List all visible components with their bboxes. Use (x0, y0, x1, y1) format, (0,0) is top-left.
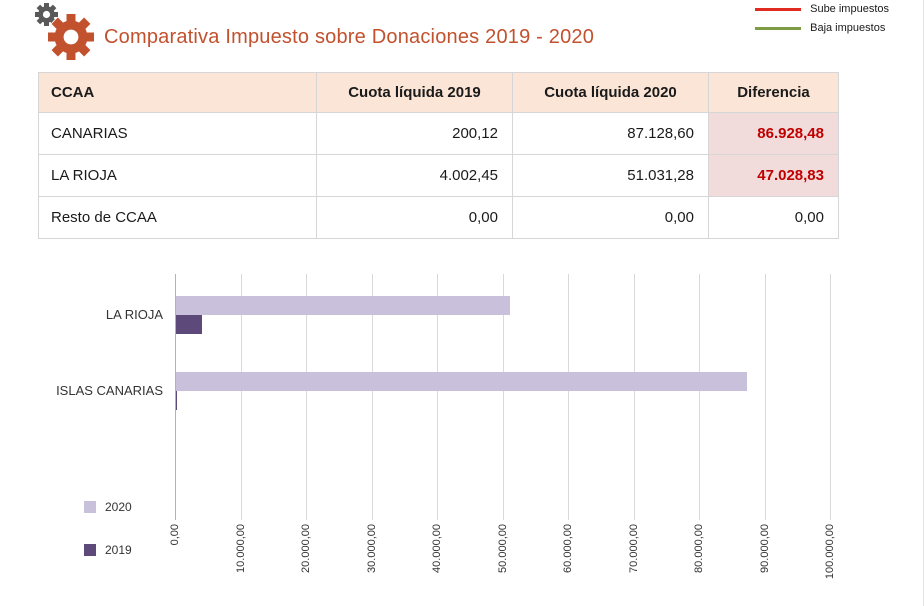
gridline (830, 274, 831, 520)
legend-label: Sube impuestos (810, 3, 889, 15)
gridline (241, 274, 242, 520)
plot-area (175, 274, 831, 520)
y-axis-line (175, 274, 176, 520)
legend-item-baja: Baja impuestos (755, 22, 889, 34)
legend-swatch-icon (84, 501, 96, 513)
x-tick-label: 10.000,00 (235, 524, 247, 573)
legend-label: Baja impuestos (810, 22, 886, 34)
table-row: CANARIAS 200,12 87.128,60 86.928,48 (38, 112, 839, 155)
gridline (437, 274, 438, 520)
x-tick-label: 60.000,00 (562, 524, 574, 573)
x-tick-label: 80.000,00 (693, 524, 705, 573)
ccaa-cell: CANARIAS (38, 112, 317, 155)
baja-impuestos-line-icon (755, 26, 802, 30)
legend-label: 2020 (105, 500, 132, 514)
cuota-2020-cell: 51.031,28 (512, 154, 709, 197)
diferencia-cell: 47.028,83 (708, 154, 839, 197)
category-label: LA RIOJA (105, 307, 163, 322)
x-tick-label: 30.000,00 (366, 524, 378, 573)
cuota-2019-cell: 4.002,45 (316, 154, 513, 197)
page-title: Comparativa Impuesto sobre Donaciones 20… (104, 26, 595, 48)
cuota-2020-cell: 87.128,60 (512, 112, 709, 155)
diferencia-cell: 86.928,48 (708, 112, 839, 155)
x-tick-label: 20.000,00 (300, 524, 312, 573)
x-tick-label: 50.000,00 (497, 524, 509, 573)
sube-impuestos-line-icon (755, 7, 802, 11)
x-tick-label: 100.000,00 (824, 524, 836, 580)
col-header-cuota-2019: Cuota líquida 2019 (316, 72, 513, 113)
chart-legend-item-2019: 2019 (84, 543, 132, 557)
col-header-ccaa: CCAA (38, 72, 317, 113)
table-row: LA RIOJA 4.002,45 51.031,28 47.028,83 (38, 154, 839, 197)
table-header-row: CCAA Cuota líquida 2019 Cuota líquida 20… (38, 72, 839, 113)
cuota-2019-cell: 200,12 (316, 112, 513, 155)
bar-2019-islas-canarias (176, 391, 177, 410)
ccaa-cell: LA RIOJA (38, 154, 317, 197)
comparison-table: CCAA Cuota líquida 2019 Cuota líquida 20… (38, 72, 839, 239)
category-label: ISLAS CANARIAS (56, 383, 163, 398)
legend-swatch-icon (84, 544, 96, 556)
legend-label: 2019 (105, 543, 132, 557)
ccaa-cell: Resto de CCAA (38, 196, 317, 239)
tax-change-legend: Sube impuestos Baja impuestos (755, 3, 889, 41)
x-axis-tick-labels: 0,00 10.000,00 20.000,00 30.000,00 40.000,00… (169, 520, 836, 606)
category-labels: LA RIOJA ISLAS CANARIAS (0, 258, 163, 606)
col-header-cuota-2020: Cuota líquida 2020 (512, 72, 709, 113)
gridline (306, 274, 307, 520)
chart-legend-item-2020: 2020 (84, 500, 132, 514)
cuota-2019-cell: 0,00 (316, 196, 513, 239)
gridline (372, 274, 373, 520)
col-header-diferencia: Diferencia (708, 72, 839, 113)
x-tick-label: 70.000,00 (628, 524, 640, 573)
x-tick-label: 0,00 (169, 524, 181, 546)
bar-2020-la-rioja (176, 296, 510, 315)
x-tick-label: 90.000,00 (759, 524, 771, 573)
gear-icon (35, 3, 95, 61)
cuota-2020-cell: 0,00 (512, 196, 709, 239)
gridline (634, 274, 635, 520)
gridline (568, 274, 569, 520)
gridline (699, 274, 700, 520)
x-tick-label: 40.000,00 (431, 524, 443, 573)
gridline (765, 274, 766, 520)
donaciones-bar-chart: LA RIOJA ISLAS CANARIAS 0,00 10.000,00 20.0… (0, 258, 923, 606)
gridline (503, 274, 504, 520)
bar-2019-la-rioja (176, 315, 202, 334)
legend-item-sube: Sube impuestos (755, 3, 889, 15)
diferencia-cell: 0,00 (708, 196, 839, 239)
bar-2020-islas-canarias (176, 372, 747, 391)
table-row: Resto de CCAA 0,00 0,00 0,00 (38, 196, 839, 239)
